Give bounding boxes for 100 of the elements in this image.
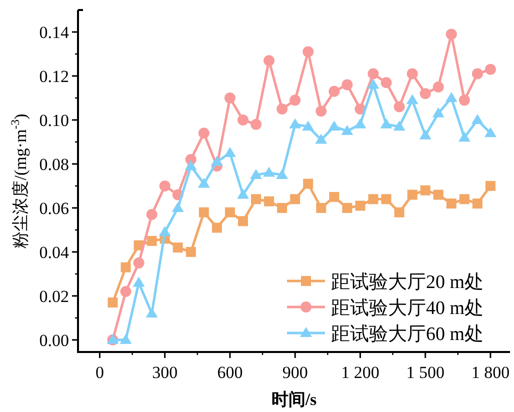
y-tick-label: 0.12 bbox=[39, 66, 69, 86]
point bbox=[329, 192, 340, 202]
point bbox=[238, 216, 248, 226]
point bbox=[264, 196, 274, 206]
point bbox=[146, 236, 157, 246]
y-tick-label: 0.00 bbox=[39, 330, 69, 350]
point bbox=[184, 160, 197, 170]
point bbox=[472, 198, 482, 209]
point bbox=[159, 180, 170, 192]
point bbox=[120, 334, 132, 344]
xtick: 600 bbox=[217, 363, 243, 382]
point bbox=[471, 114, 484, 124]
point bbox=[432, 81, 444, 92]
point bbox=[236, 188, 249, 199]
point bbox=[263, 166, 276, 177]
point bbox=[406, 68, 418, 80]
point bbox=[380, 77, 392, 88]
point bbox=[354, 118, 366, 128]
point bbox=[394, 101, 405, 112]
point bbox=[458, 94, 470, 106]
y-tick-label: 0.06 bbox=[39, 198, 69, 218]
point bbox=[237, 114, 248, 126]
point bbox=[108, 298, 118, 308]
point bbox=[407, 190, 418, 200]
y-tick-label: 0.04 bbox=[39, 242, 70, 262]
point bbox=[302, 46, 314, 58]
point bbox=[132, 276, 145, 287]
point bbox=[303, 178, 314, 189]
xtick: 300 bbox=[152, 363, 178, 382]
point bbox=[158, 226, 171, 236]
point bbox=[355, 200, 366, 211]
point bbox=[224, 207, 235, 218]
point bbox=[393, 120, 406, 131]
point bbox=[367, 78, 380, 89]
point bbox=[290, 94, 301, 106]
point bbox=[277, 202, 288, 213]
point bbox=[446, 28, 457, 40]
point bbox=[342, 79, 353, 90]
point bbox=[445, 92, 458, 102]
xtick: 1 800 bbox=[471, 363, 510, 382]
point bbox=[328, 120, 340, 131]
point bbox=[485, 180, 496, 191]
point bbox=[381, 194, 392, 204]
point bbox=[120, 286, 132, 298]
point bbox=[316, 202, 326, 213]
xtick: 1 500 bbox=[406, 363, 444, 382]
point bbox=[289, 118, 302, 128]
point bbox=[315, 134, 328, 144]
point bbox=[172, 242, 183, 253]
point bbox=[420, 88, 431, 100]
point bbox=[198, 207, 209, 218]
point bbox=[290, 194, 300, 204]
y-tick-label: 0.08 bbox=[39, 154, 69, 174]
y-tick-label: 0.14 bbox=[39, 22, 70, 42]
xtick: 1 200 bbox=[341, 363, 380, 382]
point bbox=[368, 194, 378, 204]
point bbox=[251, 194, 262, 204]
point bbox=[198, 178, 210, 188]
point bbox=[224, 92, 236, 104]
point bbox=[276, 103, 288, 114]
legend-label: 距试验大厅60 m处 bbox=[331, 324, 484, 345]
legend-label: 距试验大厅40 m处 bbox=[331, 298, 484, 319]
point bbox=[212, 222, 222, 233]
point bbox=[420, 185, 430, 196]
point bbox=[341, 124, 354, 135]
point bbox=[368, 68, 379, 80]
point bbox=[146, 308, 158, 318]
point bbox=[380, 118, 392, 128]
point bbox=[446, 198, 456, 209]
point bbox=[459, 194, 470, 204]
xtick: 0 bbox=[95, 363, 104, 382]
legend-item: 距试验大厅20 m处 bbox=[287, 272, 484, 293]
x-axis-title: 时间/s bbox=[271, 390, 318, 409]
point bbox=[472, 68, 483, 80]
point bbox=[406, 94, 418, 104]
point bbox=[250, 168, 262, 179]
point bbox=[432, 107, 444, 118]
point bbox=[484, 127, 496, 138]
point bbox=[133, 257, 144, 268]
point bbox=[264, 55, 275, 66]
point bbox=[302, 120, 314, 131]
point bbox=[224, 146, 236, 157]
point bbox=[328, 86, 340, 97]
point bbox=[250, 118, 262, 130]
legend-item: 距试验大厅60 m处 bbox=[287, 324, 484, 345]
point bbox=[316, 106, 327, 117]
point bbox=[172, 202, 184, 212]
point bbox=[146, 209, 158, 220]
point bbox=[276, 168, 288, 179]
xtick: 900 bbox=[282, 363, 308, 382]
point bbox=[120, 262, 131, 272]
point bbox=[342, 202, 352, 213]
point bbox=[186, 246, 196, 257]
point bbox=[198, 128, 210, 139]
point bbox=[484, 64, 496, 75]
legend-item: 距试验大厅40 m处 bbox=[287, 298, 484, 319]
point bbox=[433, 190, 444, 200]
point bbox=[419, 129, 432, 140]
point bbox=[394, 207, 404, 218]
legend-label: 距试验大厅20 m处 bbox=[331, 272, 484, 293]
